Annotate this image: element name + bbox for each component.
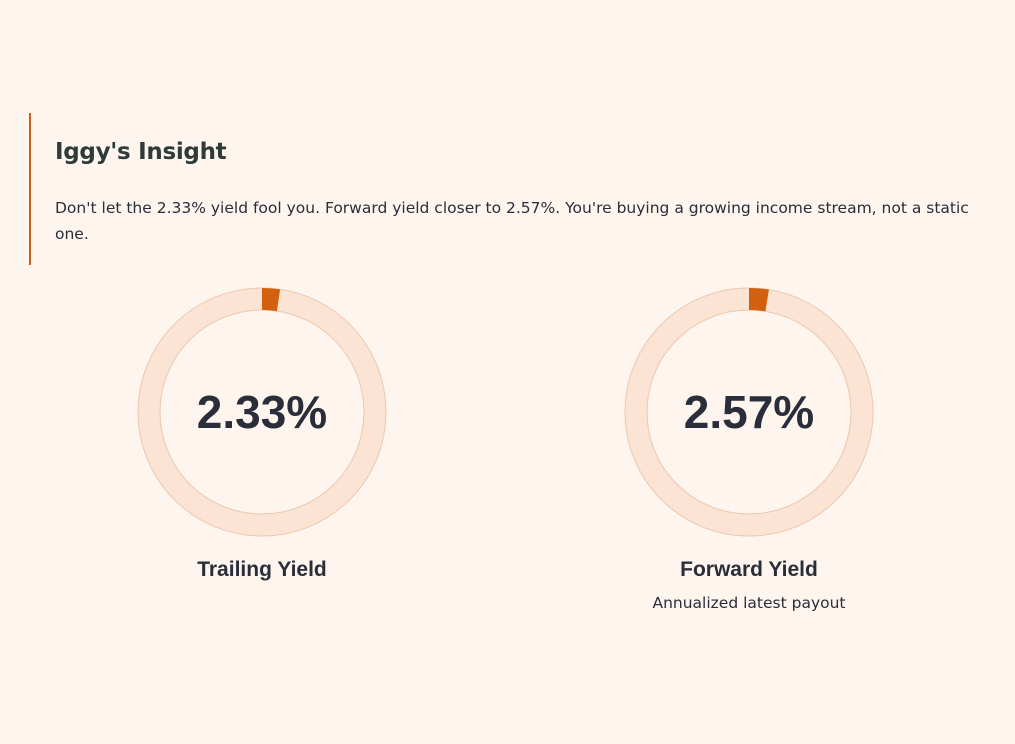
- trailing-yield-gauge: 2.33% Trailing Yield: [137, 287, 387, 583]
- forward-yield-label: Forward Yield: [680, 558, 818, 581]
- forward-yield-value: 2.57%: [683, 386, 815, 438]
- forward-yield-gauge: 2.57% Forward Yield Annualized latest pa…: [624, 287, 874, 614]
- trailing-yield-label: Trailing Yield: [197, 558, 327, 581]
- trailing-yield-value: 2.33%: [196, 386, 328, 438]
- insight-text: Don't let the 2.33% yield fool you. Forw…: [55, 199, 969, 243]
- insight-title: Iggy's Insight: [55, 139, 227, 165]
- forward-yield-sublabel: Annualized latest payout: [652, 594, 846, 612]
- ring-fill-arc: [749, 288, 769, 312]
- forward-yield-ring: [624, 287, 874, 537]
- insight-card: Iggy's Insight Don't let the 2.33% yield…: [29, 113, 989, 265]
- trailing-yield-ring: [137, 287, 387, 537]
- ring-fill-arc: [262, 288, 281, 312]
